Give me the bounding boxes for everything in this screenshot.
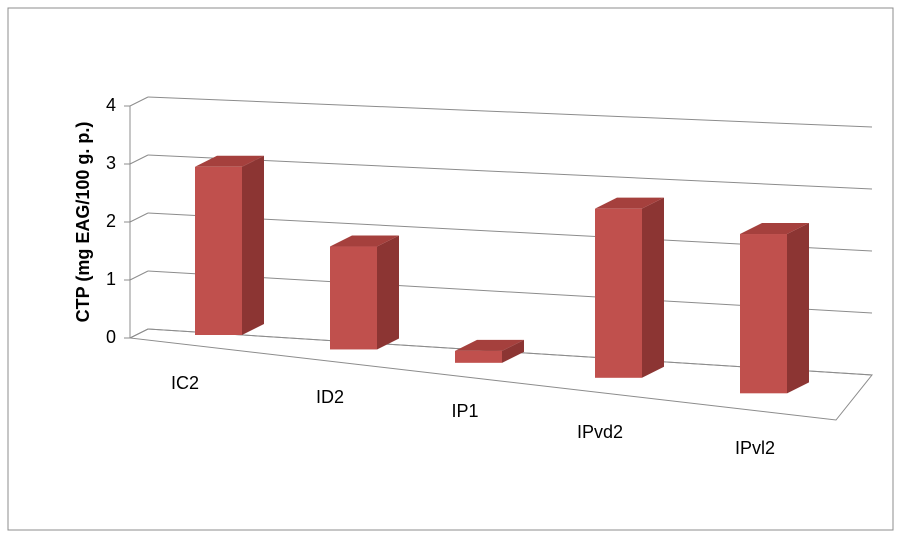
x-tick-label: IC2 — [171, 373, 199, 393]
bar-top — [595, 197, 664, 209]
x-tick-label: ID2 — [316, 387, 344, 407]
grid-line — [129, 96, 149, 107]
y-axis-title: CTP (mg EAG/100 g. p.) — [73, 122, 93, 323]
x-tick-label: IPvd2 — [577, 422, 623, 442]
bar-top — [330, 235, 399, 247]
bar — [195, 166, 242, 335]
grid-line — [129, 212, 149, 223]
bar-side — [242, 155, 264, 335]
bar — [330, 246, 377, 350]
bar-side — [377, 235, 399, 350]
bar-top — [455, 339, 524, 351]
bar — [740, 234, 787, 394]
bar-top — [740, 223, 809, 235]
grid-line — [147, 154, 873, 190]
bar — [595, 208, 642, 378]
bar — [455, 350, 502, 363]
y-tick-label: 0 — [106, 327, 116, 347]
bar-side — [787, 223, 809, 394]
bar-side — [642, 197, 664, 378]
grid-line — [129, 328, 149, 339]
x-tick-label: IPvl2 — [735, 438, 775, 458]
y-tick-label: 4 — [106, 95, 116, 115]
x-tick-label: IP1 — [451, 401, 478, 421]
y-tick-label: 1 — [106, 269, 116, 289]
bar-side — [502, 339, 524, 363]
grid-line — [129, 154, 149, 165]
grid-line — [129, 270, 149, 281]
y-tick-label: 3 — [106, 153, 116, 173]
grid-line — [147, 96, 873, 128]
bar-top — [195, 155, 264, 167]
y-tick-label: 2 — [106, 211, 116, 231]
